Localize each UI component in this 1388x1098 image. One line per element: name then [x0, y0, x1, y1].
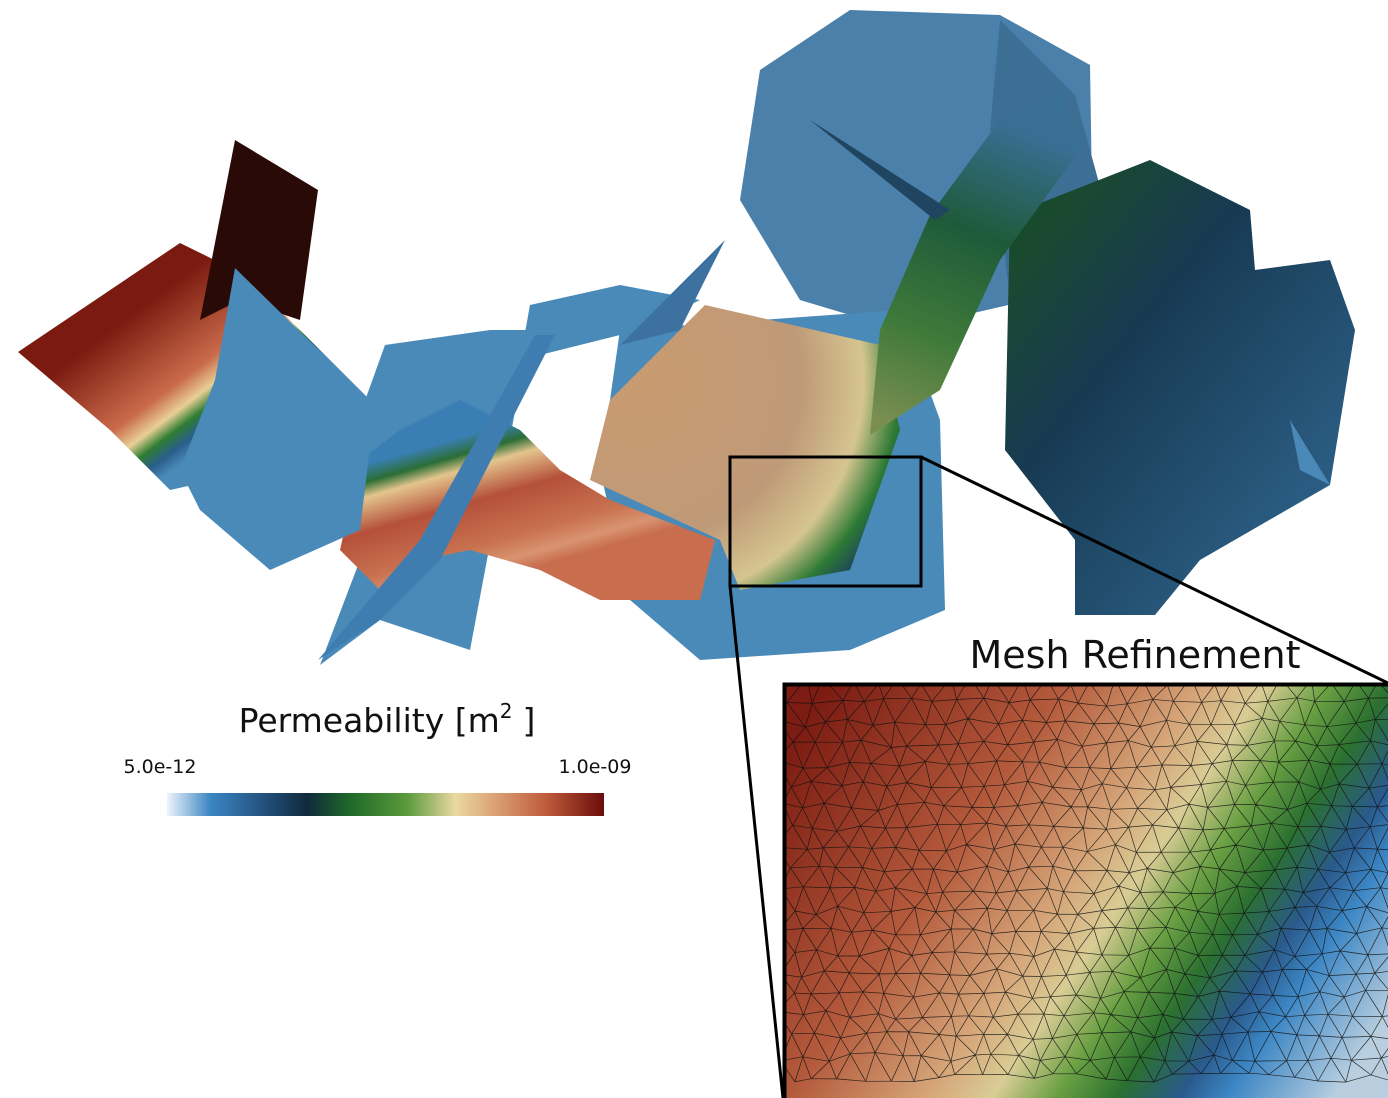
fracture [870, 90, 1080, 435]
fracture [590, 305, 900, 590]
fracture [1290, 420, 1330, 485]
colorbar-title: Permeability [m2] [239, 699, 536, 740]
inset [782, 682, 1388, 1098]
inset-title: Mesh Refinement [970, 633, 1301, 677]
fracture [318, 335, 555, 660]
colorbar-max-label: 1.0e-09 [559, 756, 632, 778]
fracture [520, 285, 700, 360]
fracture [1005, 160, 1355, 615]
fracture-network [18, 10, 1355, 665]
colorbar-ramp [167, 793, 604, 816]
mesh [785, 685, 1388, 1083]
inset-border [782, 682, 1388, 1098]
superscript: 2 [500, 699, 513, 723]
zoom-box [728, 455, 923, 588]
title-end: ] [522, 701, 535, 740]
connector [728, 585, 785, 1098]
fracture [180, 268, 375, 570]
fracture [200, 140, 318, 320]
connector [920, 455, 1388, 685]
colorbar-min-label: 5.0e-12 [124, 756, 197, 778]
fracture [810, 120, 950, 220]
colorbar: Permeability [m2] 5.0e-12 1.0e-09 [124, 699, 632, 816]
title-text: Permeability [m [239, 701, 500, 740]
fracture [620, 240, 725, 345]
